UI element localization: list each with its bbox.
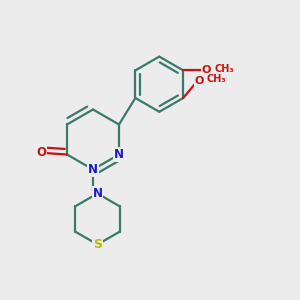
Text: S: S <box>93 238 102 251</box>
Text: O: O <box>195 76 204 86</box>
Text: N: N <box>88 163 98 176</box>
Text: O: O <box>202 65 211 75</box>
Text: O: O <box>37 146 46 160</box>
Text: CH₃: CH₃ <box>206 74 226 84</box>
Text: N: N <box>92 187 103 200</box>
Text: CH₃: CH₃ <box>214 64 234 74</box>
Text: N: N <box>114 148 124 161</box>
